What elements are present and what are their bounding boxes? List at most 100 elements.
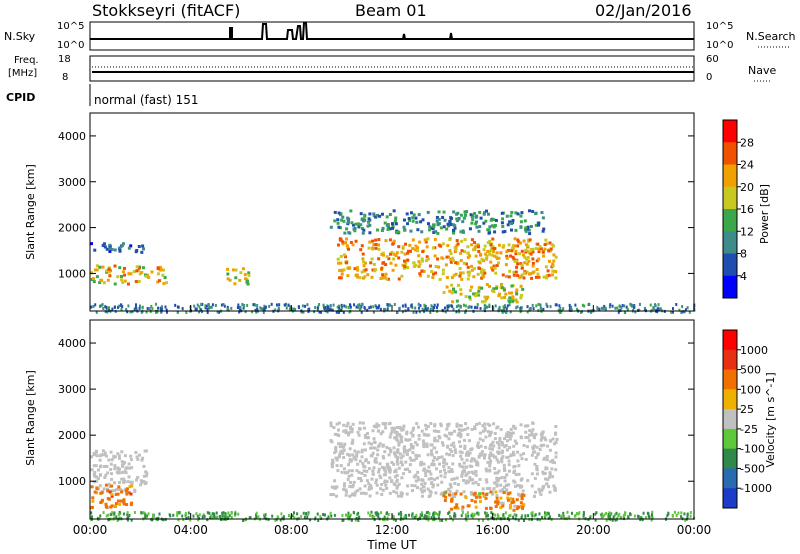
velocity-cell xyxy=(508,503,512,507)
velocity-cell xyxy=(113,455,117,459)
velocity-cell xyxy=(351,441,355,445)
power-cell xyxy=(372,214,376,218)
velocity-cell xyxy=(218,514,221,518)
power-cell xyxy=(465,262,469,266)
velocity-cell xyxy=(95,491,99,495)
velocity-cell xyxy=(354,518,357,522)
power-cell xyxy=(385,277,389,281)
velocity-cell xyxy=(420,482,424,486)
power-cell xyxy=(205,304,208,308)
velocity-cell xyxy=(503,476,507,480)
power-cell xyxy=(630,304,633,308)
power-cell xyxy=(478,225,482,229)
velocity-cell xyxy=(503,468,507,472)
power-cell xyxy=(136,269,140,273)
power-cell xyxy=(359,306,362,310)
velocity-cell xyxy=(411,515,414,519)
freq-panel-frame xyxy=(89,55,695,82)
velocity-cell xyxy=(122,512,125,516)
power-cell xyxy=(513,237,517,241)
power-cell xyxy=(383,307,386,311)
velocity-cell xyxy=(226,516,229,520)
power-cell xyxy=(370,275,374,279)
velocity-cell xyxy=(365,469,369,473)
velocity-cell xyxy=(650,518,653,522)
power-cell xyxy=(478,261,482,265)
velocity-cell xyxy=(539,492,543,496)
velocity-cell xyxy=(385,486,389,490)
velocity-cell xyxy=(244,518,247,522)
velocity-cell xyxy=(351,422,355,426)
velocity-cell xyxy=(455,503,459,507)
power-cell xyxy=(135,269,139,273)
power-cell xyxy=(127,246,131,250)
power-cell xyxy=(378,214,382,218)
velocity-cell xyxy=(399,434,403,438)
velocity-cell xyxy=(473,459,477,463)
power-cell xyxy=(228,278,232,282)
velocity-cell xyxy=(488,447,492,451)
velocity-cell xyxy=(439,492,443,496)
velocity-cell xyxy=(459,424,463,428)
freq-unit: [MHz] xyxy=(8,68,37,79)
velocity-cell xyxy=(296,512,299,516)
velocity-cell xyxy=(429,476,433,480)
power-cell xyxy=(431,276,435,280)
power-cell xyxy=(545,242,549,246)
power-cell xyxy=(181,307,184,311)
velocity-cell xyxy=(367,511,370,515)
power-cell xyxy=(493,224,497,228)
velocity-cell xyxy=(427,518,430,522)
power-cell xyxy=(439,226,443,230)
power-cell xyxy=(358,276,362,280)
power-cell xyxy=(515,265,519,269)
power-cell xyxy=(558,304,561,308)
power-cell xyxy=(377,247,381,251)
velocity-cell xyxy=(471,478,475,482)
velocity-cell xyxy=(370,477,374,481)
velocity-cell xyxy=(383,422,387,426)
power-cell xyxy=(534,223,538,227)
velocity-cell xyxy=(500,441,504,445)
velocity-cell xyxy=(520,515,523,519)
velocity-cell xyxy=(422,445,426,449)
velocity-cell xyxy=(377,424,381,428)
power-cell xyxy=(99,304,102,308)
power-cell xyxy=(549,305,552,309)
power-cell xyxy=(554,276,558,280)
power-cell xyxy=(419,304,422,308)
velocity-cell xyxy=(316,512,319,516)
velocity-cell xyxy=(494,513,497,517)
velocity-cell xyxy=(274,518,277,522)
velocity-cell xyxy=(502,516,505,520)
power-cell xyxy=(404,261,408,265)
power-cell xyxy=(464,310,467,314)
velocity-cell xyxy=(423,516,426,520)
power-cell xyxy=(448,219,452,223)
velocity-cell xyxy=(470,492,474,496)
velocity-cell xyxy=(379,432,383,436)
velocity-cell xyxy=(442,461,446,465)
velocity-cell xyxy=(184,511,187,515)
x-tick-label: 20:00 xyxy=(576,523,611,537)
velocity-cell xyxy=(513,480,517,484)
velocity-cell xyxy=(429,490,433,494)
power-cell xyxy=(468,254,472,258)
velocity-cell xyxy=(493,437,497,441)
power-cell xyxy=(425,259,429,263)
velocity-cell xyxy=(493,471,497,475)
velocity-cell xyxy=(416,470,420,474)
power-cell xyxy=(480,300,484,304)
velocity-cell xyxy=(350,427,354,431)
velocity-cell xyxy=(144,481,148,485)
power-cell xyxy=(156,272,160,276)
power-cell xyxy=(637,308,640,312)
velocity-cell xyxy=(203,514,206,518)
velocity-cell xyxy=(551,437,555,441)
velocity-cell xyxy=(335,458,339,462)
power-cell xyxy=(426,257,430,261)
power-cell xyxy=(461,271,465,275)
power-cell xyxy=(226,272,230,276)
velocity-cell xyxy=(334,494,338,498)
power-cell xyxy=(480,286,484,290)
